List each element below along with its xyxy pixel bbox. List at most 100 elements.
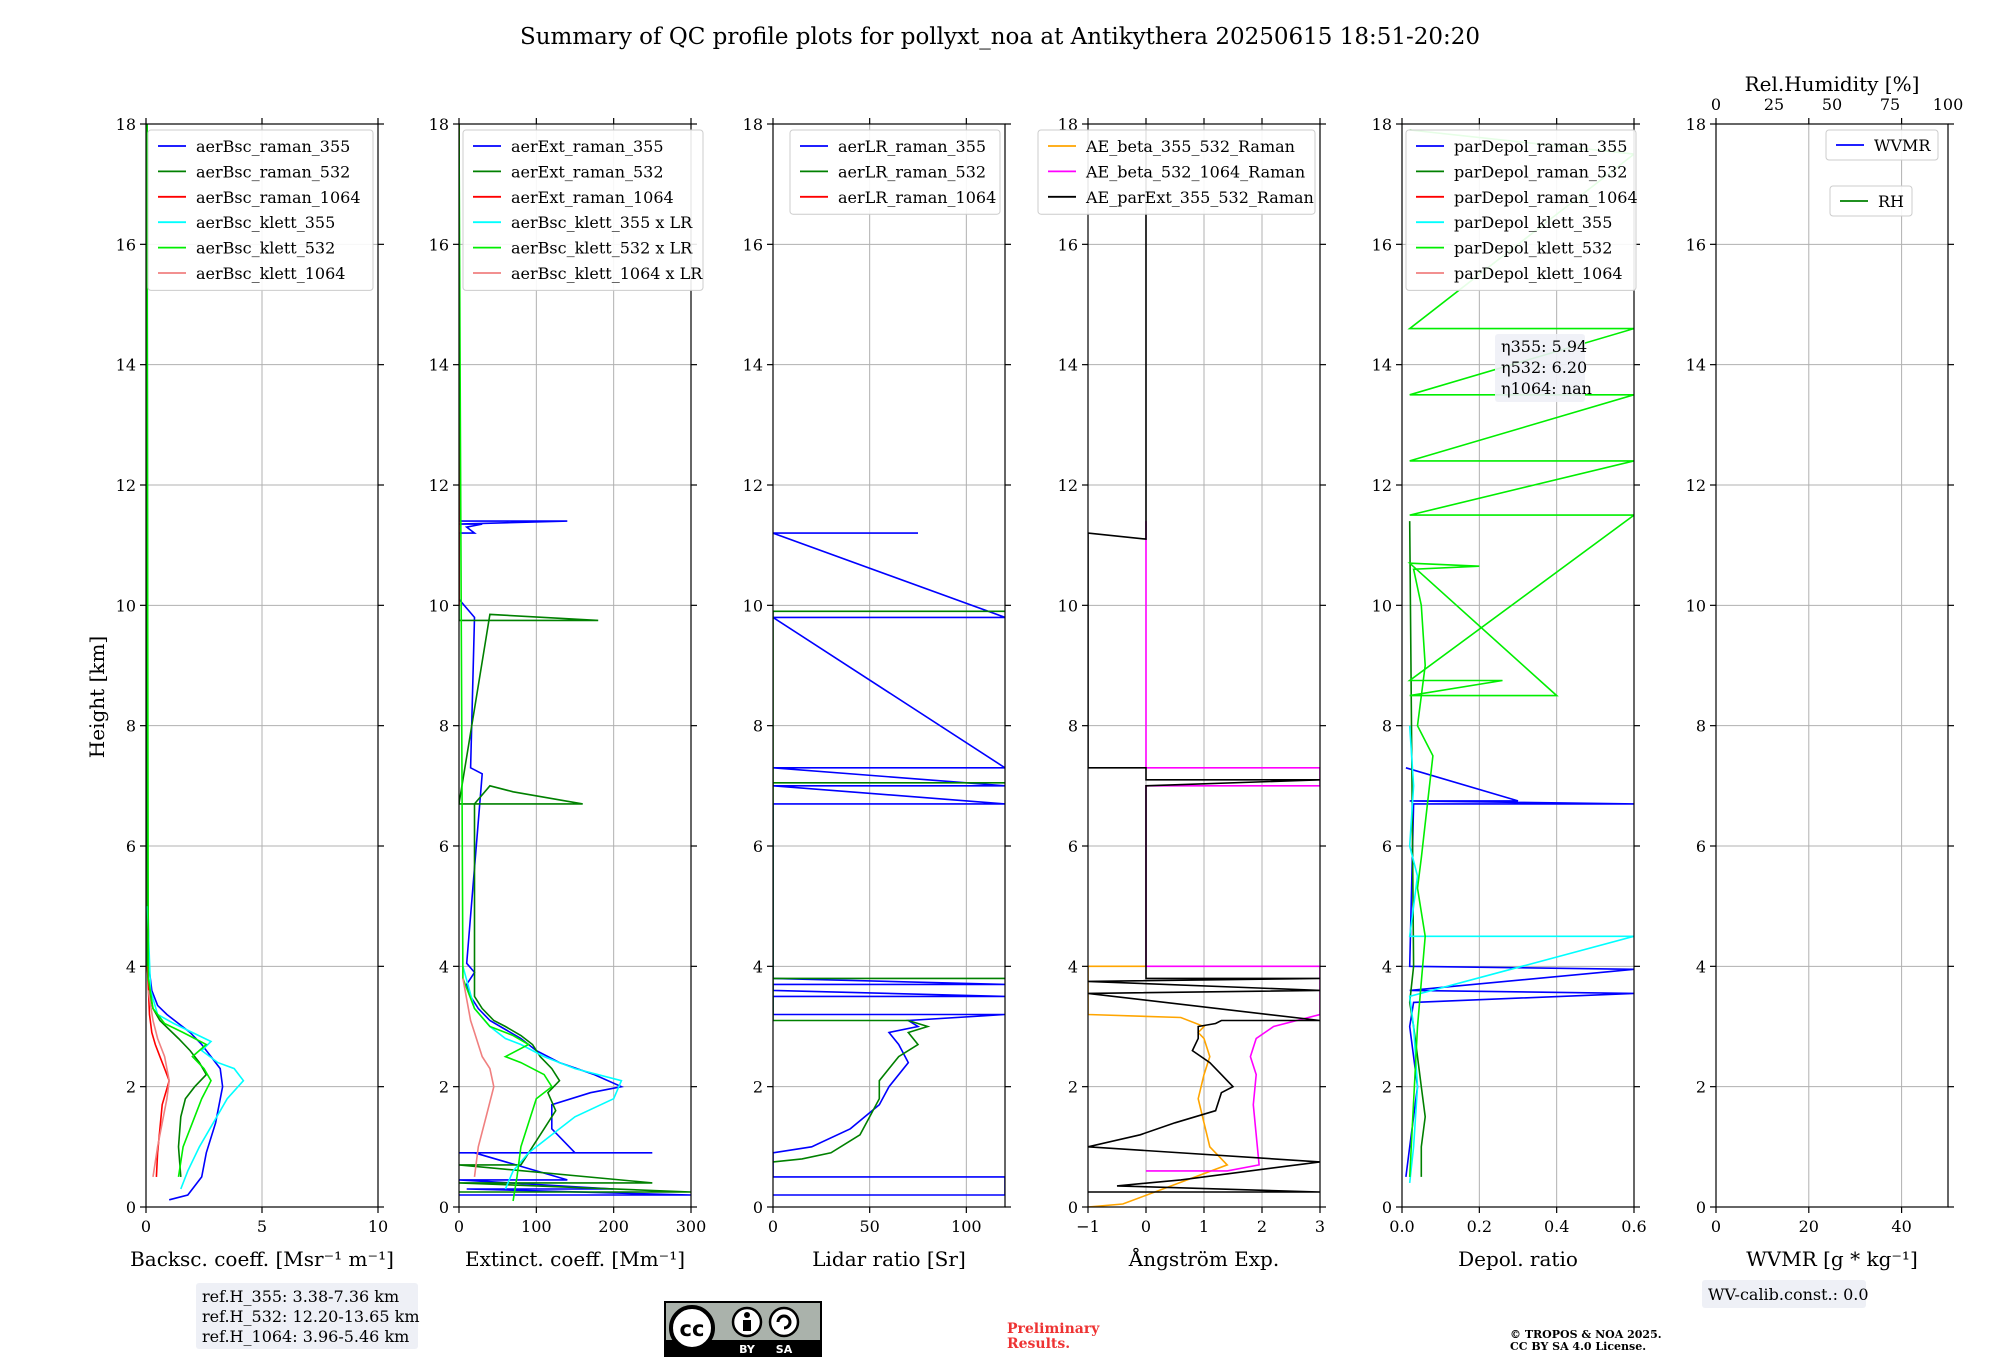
y-tick-label: 4 [439, 957, 449, 976]
copyright-text: © TROPOS & NOA 2025. [1510, 1328, 1662, 1341]
y-tick-label: 0 [1696, 1198, 1706, 1217]
x-tick-label: 2 [1257, 1217, 1267, 1236]
y-tick-label: 10 [116, 596, 136, 615]
panel-3: 0 2 4 6 8 10 12 14 16 18 0 50 100 Lidar ratio [Sr] aer… [743, 115, 1011, 1271]
series-group [1088, 130, 1320, 1207]
y-tick-label: 16 [1058, 235, 1078, 254]
series-line-1 [1405, 767, 1634, 1178]
legend-entry: aerLR_raman_355 [838, 137, 986, 156]
legend-entry: aerBsc_klett_532 [196, 239, 335, 258]
legend-entry: parDepol_raman_1064 [1454, 188, 1638, 207]
legend-entry: aerBsc_raman_355 [196, 137, 350, 156]
series-group [773, 532, 1005, 1196]
y-tick-label: 14 [1058, 356, 1078, 375]
y-tick-label: 8 [1696, 717, 1706, 736]
cc-icon [669, 1305, 715, 1351]
y-tick-label: 6 [1696, 837, 1706, 856]
eta-text: η532: 6.20 [1501, 358, 1587, 377]
legend-entry: AE_beta_532_1064_Raman [1085, 162, 1305, 181]
legend-box [1405, 129, 1637, 291]
panel-frame [1401, 123, 1635, 1208]
legend-entry: aerLR_raman_1064 [838, 188, 996, 207]
legend-entry: WVMR [1874, 136, 1931, 155]
legend: WVMR RH [1825, 129, 1939, 217]
legend-entry: aerBsc_klett_1064 x LR [511, 264, 703, 283]
legend: aerLR_raman_355 aerLR_raman_532 aerLR_rama… [789, 129, 1001, 215]
legend-entry: aerBsc_klett_355 [196, 213, 335, 232]
y-tick-label: 0 [753, 1198, 763, 1217]
legend-box [462, 129, 704, 291]
x-tick-label: 1 [1199, 1217, 1209, 1236]
wv-calib-box [1702, 1280, 1866, 1308]
y-tick-label: 8 [439, 717, 449, 736]
x-tick-label: 0 [141, 1217, 151, 1236]
x-tick-label: 5 [257, 1217, 267, 1236]
legend-box [147, 129, 374, 291]
series-line-3 [1088, 130, 1320, 1193]
legend-box [1825, 129, 1939, 161]
y-tick-label: 6 [1068, 837, 1078, 856]
legend-box [1037, 129, 1316, 215]
series-group [1405, 129, 1634, 1183]
x-tick-label: −1 [1076, 1217, 1100, 1236]
series-line-4 [1408, 725, 1634, 1183]
y-tick-label: 16 [743, 235, 763, 254]
panel-frame [772, 123, 1006, 1208]
x-tick-label: 10 [368, 1217, 388, 1236]
eta-text: η1064: nan [1501, 379, 1592, 398]
legend: AE_beta_355_532_Raman AE_beta_532_1064_Ra… [1037, 129, 1316, 215]
y-tick-label: 10 [429, 596, 449, 615]
series-line-4 [146, 906, 245, 1190]
y-tick-label: 2 [1696, 1078, 1706, 1097]
ref-heights-box [196, 1283, 418, 1349]
x-tick-label: 100 [951, 1217, 982, 1236]
y-tick-label: 4 [753, 957, 763, 976]
x-axis-label: Depol. ratio [1458, 1247, 1578, 1271]
legend-entry: AE_beta_355_532_Raman [1085, 137, 1295, 156]
y-tick-label: 0 [1068, 1198, 1078, 1217]
top-x-tick-label: 0 [1711, 95, 1721, 114]
y-tick-label: 18 [1058, 115, 1078, 134]
y-tick-label: 16 [1372, 235, 1392, 254]
preliminary-text: Results. [1007, 1336, 1070, 1352]
x-tick-label: 0.2 [1467, 1217, 1492, 1236]
y-tick-label: 18 [116, 115, 136, 134]
legend-entry: aerExt_raman_1064 [511, 188, 674, 207]
y-tick-label: 10 [1058, 596, 1078, 615]
eta-box [1495, 334, 1585, 402]
panel-frame [458, 123, 692, 1208]
y-tick-label: 12 [743, 476, 763, 495]
series-line-4 [462, 966, 623, 1190]
legend-entry: parDepol_klett_1064 [1454, 264, 1623, 283]
series-line-5 [1407, 129, 1634, 1177]
y-tick-label: 12 [116, 476, 136, 495]
top-axis-label: Rel.Humidity [%] [1745, 72, 1920, 96]
series-line-2 [459, 124, 691, 1193]
panel-1: 0 2 4 6 8 10 12 14 16 18 0 5 10 Backsc. coeff. [Msr⁻¹… [116, 115, 394, 1271]
x-tick-label: 40 [1891, 1217, 1911, 1236]
x-tick-label: 0.4 [1544, 1217, 1569, 1236]
y-tick-label: 18 [429, 115, 449, 134]
y-tick-label: 12 [1372, 476, 1392, 495]
y-tick-label: 6 [439, 837, 449, 856]
y-tick-label: 12 [1058, 476, 1078, 495]
x-axis-label: Ångström Exp. [1128, 1246, 1279, 1271]
series-line-1 [459, 124, 691, 1196]
y-tick-label: 14 [116, 356, 136, 375]
x-axis-label: Lidar ratio [Sr] [812, 1247, 966, 1271]
y-tick-label: 16 [116, 235, 136, 254]
series-line-1 [1088, 965, 1229, 1207]
y-tick-label: 4 [1068, 957, 1078, 976]
y-tick-label: 18 [743, 115, 763, 134]
eta-text: η355: 5.94 [1501, 337, 1587, 356]
y-tick-label: 8 [1068, 717, 1078, 736]
y-tick-label: 14 [1686, 356, 1706, 375]
y-tick-label: 2 [1382, 1078, 1392, 1097]
y-tick-label: 8 [1382, 717, 1392, 736]
y-tick-label: 8 [126, 717, 136, 736]
y-tick-label: 4 [1382, 957, 1392, 976]
y-tick-label: 14 [1372, 356, 1392, 375]
preliminary-text: Preliminary [1007, 1321, 1100, 1337]
cc-icon-text: cc [680, 1317, 705, 1341]
